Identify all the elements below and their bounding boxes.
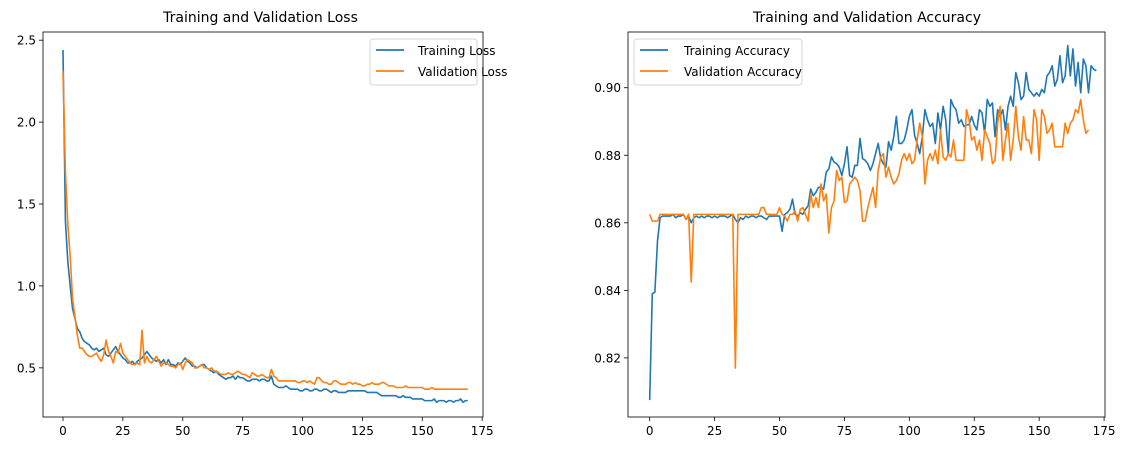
loss-y-tick-label: 1.0 [17,279,36,293]
accuracy-y-ticks: 0.82 0.84 0.86 0.88 0.90 [594,81,628,365]
accuracy-chart: Training and Validation Accuracy 0 25 50 75… [594,10,1115,438]
loss-axes-frame [42,31,484,418]
loss-y-ticks: 0.5 1.0 1.5 2.0 2.5 [17,34,43,375]
loss-legend-label-training: Training Loss [417,44,495,58]
accuracy-y-tick-label: 0.86 [594,216,621,230]
accuracy-x-ticks: 0 25 50 75 100 125 150 175 [646,417,1116,438]
accuracy-series-validation [648,98,1090,369]
loss-legend: Training Loss Validation Loss [369,38,507,86]
accuracy-x-tick-label: 0 [646,424,654,438]
accuracy-chart-title: Training and Validation Accuracy [752,10,981,26]
loss-x-tick-label: 175 [471,424,494,438]
accuracy-x-tick-label: 25 [707,424,722,438]
loss-chart-title: Training and Validation Loss [162,10,358,26]
accuracy-plot-lines [648,44,1097,401]
accuracy-x-tick-label: 150 [1028,424,1051,438]
loss-series-validation [62,71,468,390]
accuracy-y-tick-label: 0.82 [594,351,621,365]
loss-x-tick-label: 125 [351,424,374,438]
loss-chart: Training and Validation Loss 0 25 50 75 100 1… [17,10,507,438]
loss-x-ticks: 0 25 50 75 100 125 150 175 [59,417,494,438]
accuracy-x-tick-label: 50 [772,424,787,438]
accuracy-y-tick-label: 0.88 [594,149,621,163]
loss-x-tick-label: 25 [115,424,130,438]
loss-plot-lines [62,50,468,404]
loss-x-tick-label: 0 [59,424,67,438]
loss-y-tick-label: 0.5 [17,361,36,375]
accuracy-x-tick-label: 125 [963,424,986,438]
loss-x-tick-label: 50 [175,424,190,438]
loss-x-tick-label: 150 [411,424,434,438]
accuracy-y-tick-label: 0.90 [594,81,621,95]
accuracy-x-tick-label: 100 [898,424,921,438]
accuracy-series-training [648,44,1097,401]
accuracy-x-tick-label: 75 [837,424,852,438]
loss-y-tick-label: 2.5 [17,34,36,48]
loss-y-tick-label: 1.5 [17,198,36,212]
accuracy-legend-label-validation: Validation Accuracy [684,65,802,79]
loss-legend-label-validation: Validation Loss [418,65,507,79]
loss-series-training [62,50,468,404]
accuracy-axes-frame [627,31,1106,418]
accuracy-y-tick-label: 0.84 [594,284,621,298]
accuracy-legend-box [633,38,803,86]
loss-x-tick-label: 75 [235,424,250,438]
loss-y-tick-label: 2.0 [17,116,36,130]
accuracy-legend-label-training: Training Accuracy [683,44,790,58]
accuracy-legend: Training Accuracy Validation Accuracy [633,38,803,86]
accuracy-x-tick-label: 175 [1093,424,1116,438]
loss-x-tick-label: 100 [291,424,314,438]
